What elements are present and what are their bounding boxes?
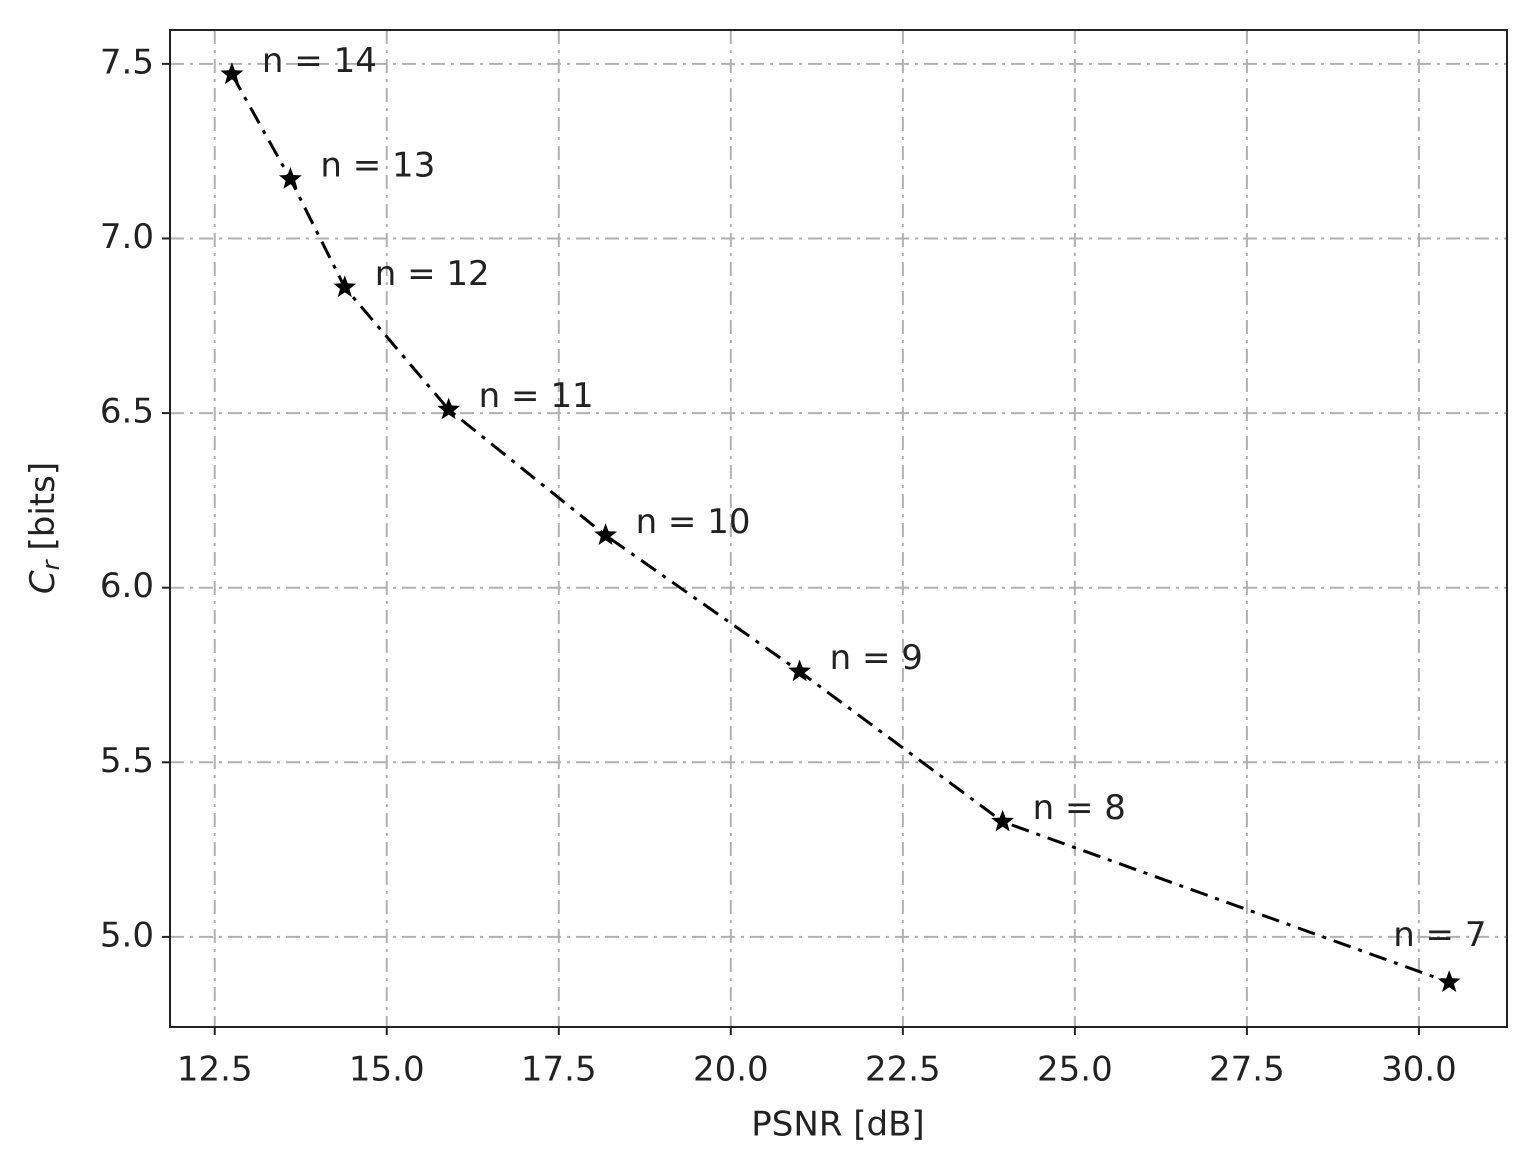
point-marker	[1437, 970, 1461, 992]
x-tick-label: 15.0	[349, 1050, 425, 1090]
y-tick-label: 7.5	[100, 42, 154, 82]
y-axis-label: Cr [bits]	[23, 462, 66, 594]
point-label: n = 9	[830, 638, 923, 678]
x-tick-label: 27.5	[1209, 1050, 1285, 1090]
point-label: n = 8	[1033, 788, 1126, 828]
point-marker	[788, 659, 811, 682]
y-label-unit: [bits]	[23, 462, 63, 551]
y-tick-label: 5.5	[100, 741, 154, 781]
point-label: n = 14	[262, 41, 377, 81]
point-marker	[220, 62, 244, 85]
y-tick-label: 6.0	[100, 566, 154, 606]
y-tick-label: 5.0	[100, 915, 154, 955]
point-label: n = 11	[479, 376, 594, 416]
y-tick-label: 7.0	[100, 217, 154, 257]
y-label-symbol: C	[23, 570, 63, 594]
series-line	[230, 73, 1450, 984]
point-marker	[279, 167, 302, 189]
point-label: n = 7	[1393, 915, 1486, 955]
y-tick-label: 6.5	[100, 392, 154, 432]
point-label: n = 13	[320, 146, 435, 186]
point-label: n = 10	[636, 502, 751, 542]
x-tick-label: 22.5	[865, 1050, 941, 1090]
point-marker	[333, 275, 357, 298]
x-tick-label: 12.5	[177, 1050, 253, 1090]
x-tick-label: 20.0	[693, 1050, 769, 1090]
x-tick-label: 17.5	[521, 1050, 597, 1090]
x-tick-label: 25.0	[1037, 1050, 1113, 1090]
point-marker	[437, 397, 461, 420]
point-marker	[991, 809, 1014, 832]
x-axis-label: PSNR [dB]	[751, 1105, 924, 1145]
plot-frame	[169, 29, 1508, 1028]
y-label-subscript: r	[37, 558, 65, 570]
x-tick-label: 30.0	[1381, 1050, 1457, 1090]
point-marker	[594, 523, 617, 545]
point-label: n = 12	[375, 254, 490, 294]
